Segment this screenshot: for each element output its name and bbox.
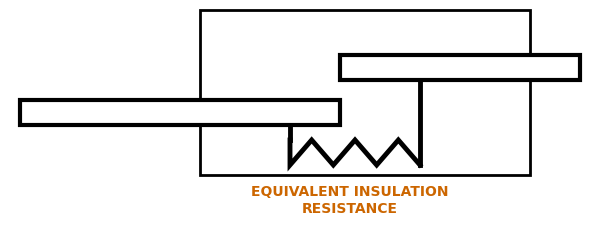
- Bar: [20, 100, 340, 125]
- Text: EQUIVALENT INSULATION: EQUIVALENT INSULATION: [251, 185, 449, 199]
- Bar: [340, 55, 580, 80]
- Bar: [200, 10, 530, 175]
- Text: RESISTANCE: RESISTANCE: [302, 202, 398, 216]
